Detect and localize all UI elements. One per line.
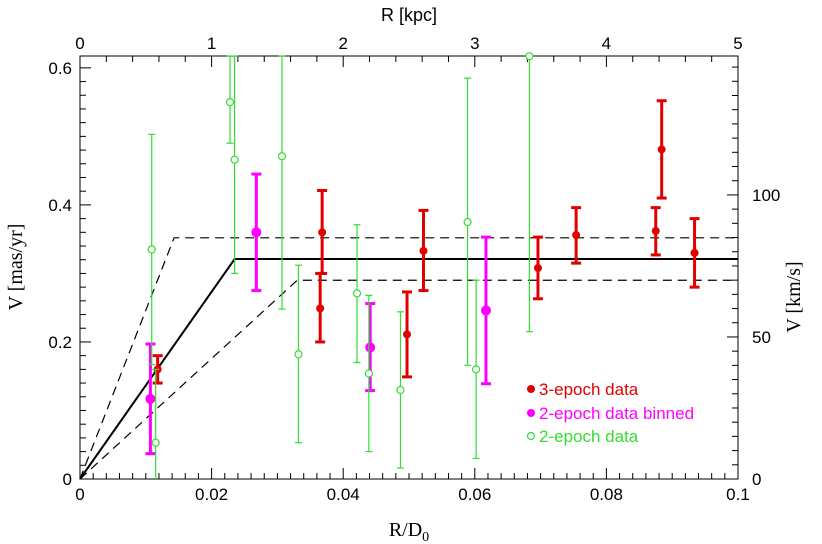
point-marker (318, 228, 327, 237)
top-tick-label: 5 (733, 34, 742, 53)
point-marker (277, 152, 287, 161)
two-epoch-point (151, 368, 160, 479)
axis-titles: R/D0 R [kpc] V [mas/yr] V [km/s] (5, 5, 805, 544)
two-epoch-point (230, 55, 239, 275)
legend-marker-3-epoch (527, 385, 535, 393)
three-epoch-point (689, 217, 700, 289)
top-tick-label: 4 (602, 34, 611, 53)
three-epoch-point (317, 189, 328, 275)
two-epoch-point (525, 52, 534, 333)
x-axis-title: R/D0 (389, 519, 429, 544)
point-marker (316, 304, 325, 313)
legend-entry-2-epoch-binned: 2-epoch data binned (527, 404, 694, 423)
two-epoch-point (225, 55, 235, 144)
legend: 3-epoch data 2-epoch data binned 2-epoch… (526, 380, 694, 446)
top-axis-title: R [kpc] (381, 5, 437, 25)
legend-entry-3-epoch: 3-epoch data (527, 380, 639, 399)
two-epoch-point (364, 294, 373, 453)
y-tick-label: 0.2 (48, 333, 72, 352)
legend-label-2-epoch: 2-epoch data (539, 427, 639, 446)
point-marker (533, 263, 542, 272)
legend-entry-2-epoch: 2-epoch data (526, 427, 639, 446)
point-marker (419, 246, 428, 255)
x-tick-label: 0.08 (590, 485, 623, 504)
y-tick-label: 0.4 (48, 196, 72, 215)
point-marker (294, 350, 303, 359)
right-tick-label: 0 (752, 470, 761, 489)
top-tick-label: 3 (470, 34, 479, 53)
point-marker (251, 227, 262, 238)
point-marker (657, 145, 666, 154)
two-epoch-point (147, 133, 156, 366)
two-epoch-binned-point (365, 302, 376, 393)
two-epoch-point (294, 264, 303, 444)
model-curve-dashed (79, 279, 738, 480)
legend-label-2-epoch-binned: 2-epoch data binned (539, 404, 694, 423)
y-axis-title: V [mas/yr] (5, 224, 27, 311)
data-points (145, 52, 700, 479)
legend-marker-2-epoch-binned (527, 409, 535, 417)
point-marker (364, 369, 373, 378)
point-marker (572, 231, 581, 240)
point-marker (396, 385, 405, 395)
point-marker (525, 52, 534, 61)
model-curve-dashed (79, 237, 738, 480)
point-marker (690, 248, 699, 257)
point-marker (145, 393, 156, 404)
two-epoch-point (472, 279, 481, 460)
y-tick-label: 0.6 (48, 59, 72, 78)
point-marker (651, 226, 660, 235)
point-marker (230, 155, 239, 164)
two-epoch-point (463, 77, 472, 366)
top-tick-label: 2 (338, 34, 347, 53)
legend-label-3-epoch: 3-epoch data (539, 380, 639, 399)
three-epoch-point (402, 290, 413, 379)
model-curves (79, 237, 738, 480)
two-epoch-point (277, 55, 287, 310)
two-epoch-point (396, 311, 405, 469)
right-axis-title: V [km/s] (783, 261, 805, 332)
x-tick-label: 0.02 (195, 485, 228, 504)
three-epoch-point (650, 206, 661, 257)
top-tick-label: 1 (207, 34, 216, 53)
point-marker (225, 98, 235, 107)
right-tick-label: 50 (752, 328, 771, 347)
three-epoch-point (656, 99, 667, 200)
axis-ticks (79, 56, 739, 480)
y-tick-label: 0 (63, 470, 72, 489)
top-tick-label: 0 (75, 34, 84, 53)
point-marker (472, 365, 481, 374)
two-epoch-binned-point (145, 342, 156, 456)
point-marker (147, 245, 156, 254)
x-tick-label: 0 (75, 485, 84, 504)
point-marker (480, 305, 491, 316)
three-epoch-point (315, 271, 326, 344)
three-epoch-point (532, 235, 543, 301)
right-tick-label: 100 (752, 186, 780, 205)
two-epoch-point (352, 224, 362, 364)
point-marker (463, 217, 472, 227)
legend-marker-2-epoch (526, 431, 536, 441)
two-epoch-binned-point (251, 172, 262, 293)
x-tick-label: 0.1 (726, 485, 750, 504)
tick-labels: 0 0.02 0.04 0.06 0.08 0.10 1 2 3 4 500.20.40.60501… (48, 34, 780, 504)
point-marker (151, 438, 160, 447)
x-tick-label: 0.04 (327, 485, 360, 504)
three-epoch-point (418, 208, 429, 293)
x-tick-label: 0.06 (458, 485, 491, 504)
point-marker (403, 330, 412, 339)
point-marker (352, 289, 362, 298)
three-epoch-point (571, 206, 582, 265)
two-epoch-binned-point (480, 235, 491, 386)
point-marker (365, 342, 376, 353)
